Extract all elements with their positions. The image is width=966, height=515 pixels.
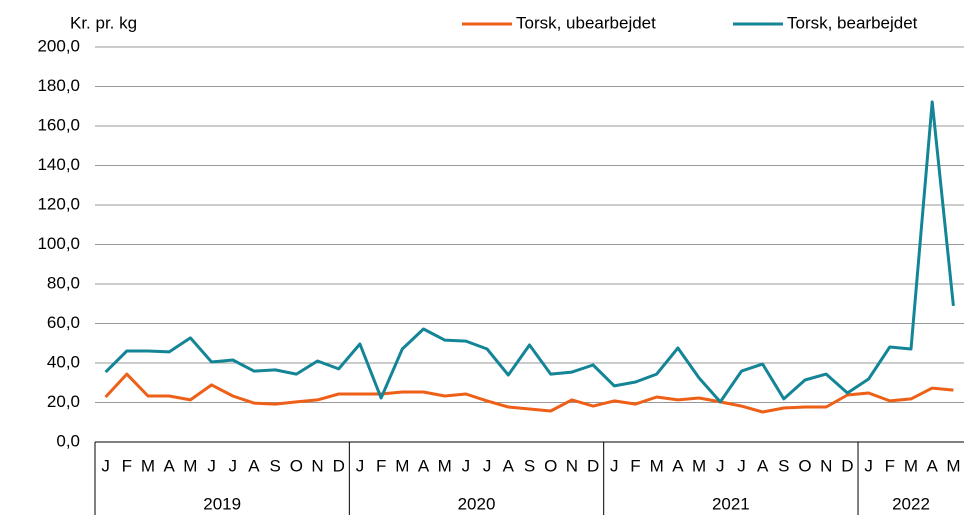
x-tick-label: A <box>164 456 176 475</box>
x-tick-label: J <box>483 456 492 475</box>
x-tick-label: M <box>183 456 197 475</box>
x-tick-label: J <box>610 456 619 475</box>
y-axis-label: Kr. pr. kg <box>70 13 137 32</box>
x-tick-label: M <box>692 456 706 475</box>
x-tick-label: M <box>650 456 664 475</box>
y-tick-label: 120,0 <box>37 194 80 213</box>
x-tick-label: A <box>503 456 515 475</box>
series-line <box>104 100 955 404</box>
x-tick-label: A <box>418 456 430 475</box>
y-tick-label: 40,0 <box>47 352 80 371</box>
y-tick-label: 160,0 <box>37 115 80 134</box>
x-tick-label: J <box>356 456 365 475</box>
x-tick-label: F <box>885 456 895 475</box>
x-tick-label: M <box>395 456 409 475</box>
x-tick-label: M <box>946 456 960 475</box>
legend-label: Torsk, bearbejdet <box>787 13 918 32</box>
x-tick-label: O <box>798 456 811 475</box>
x-tick-label: J <box>229 456 238 475</box>
x-tick-label: A <box>672 456 684 475</box>
x-tick-label: D <box>587 456 599 475</box>
x-tick-label: M <box>438 456 452 475</box>
y-tick-label: 100,0 <box>37 234 80 253</box>
x-tick-label: J <box>737 456 746 475</box>
x-tick-label: F <box>122 456 132 475</box>
x-tick-label: M <box>141 456 155 475</box>
x-tick-label: D <box>841 456 853 475</box>
x-tick-label: S <box>778 456 789 475</box>
x-tick-label: M <box>904 456 918 475</box>
x-tick-label: S <box>269 456 280 475</box>
x-tick-label: N <box>311 456 323 475</box>
y-tick-label: 140,0 <box>37 155 80 174</box>
group-label: 2019 <box>203 494 241 513</box>
y-tick-label: 80,0 <box>47 273 80 292</box>
y-tick-label: 180,0 <box>37 76 80 95</box>
x-tick-label: N <box>566 456 578 475</box>
x-tick-label: J <box>462 456 471 475</box>
x-tick-label: J <box>864 456 873 475</box>
x-tick-label: F <box>376 456 386 475</box>
x-tick-label: A <box>757 456 769 475</box>
x-tick-label: S <box>524 456 535 475</box>
y-tick-label: 0,0 <box>56 431 80 450</box>
x-tick-label: D <box>333 456 345 475</box>
y-tick-label: 20,0 <box>47 392 80 411</box>
series-line <box>104 372 954 414</box>
x-tick-label: F <box>630 456 640 475</box>
x-tick-label: N <box>820 456 832 475</box>
x-tick-label: J <box>716 456 725 475</box>
x-tick-label: J <box>101 456 110 475</box>
y-tick-label: 200,0 <box>37 36 80 55</box>
x-tick-label: O <box>544 456 557 475</box>
x-tick-label: A <box>248 456 260 475</box>
x-tick-label: A <box>927 456 939 475</box>
group-label: 2021 <box>712 494 750 513</box>
x-tick-label: O <box>290 456 303 475</box>
group-label: 2020 <box>458 494 496 513</box>
y-tick-label: 60,0 <box>47 313 80 332</box>
x-tick-label: J <box>207 456 216 475</box>
group-label: 2022 <box>892 494 930 513</box>
legend-label: Torsk, ubearbejdet <box>516 13 656 32</box>
